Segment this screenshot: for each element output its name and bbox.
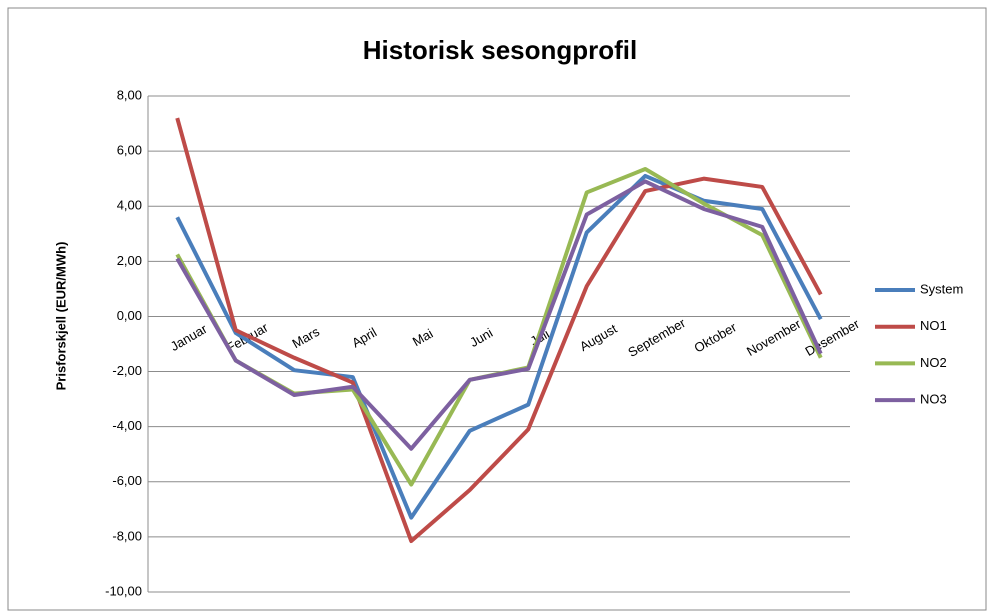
series-line: [175, 173, 823, 520]
y-tick-label: 6,00: [117, 143, 142, 158]
y-tick-label: -4,00: [112, 418, 142, 433]
y-axis-label: Prisforskjell (EUR/MWh): [53, 242, 68, 391]
y-tick-label: -2,00: [112, 363, 142, 378]
y-tick-label: 2,00: [117, 253, 142, 268]
legend-label: NO2: [920, 355, 947, 370]
y-tick-label: -8,00: [112, 528, 142, 543]
series-line: [175, 117, 823, 544]
series-line: [175, 179, 823, 451]
legend-label: NO1: [920, 318, 947, 333]
y-tick-label: -10,00: [105, 583, 142, 598]
y-tick-label: 0,00: [117, 308, 142, 323]
chart-frame: [7, 7, 987, 611]
chart-title: Historisk sesongprofil: [363, 35, 638, 65]
legend-label: NO3: [920, 392, 947, 407]
y-tick-label: 4,00: [117, 198, 142, 213]
y-tick-label: 8,00: [117, 87, 142, 102]
legend-label: System: [920, 281, 963, 296]
y-tick-label: -6,00: [112, 473, 142, 488]
